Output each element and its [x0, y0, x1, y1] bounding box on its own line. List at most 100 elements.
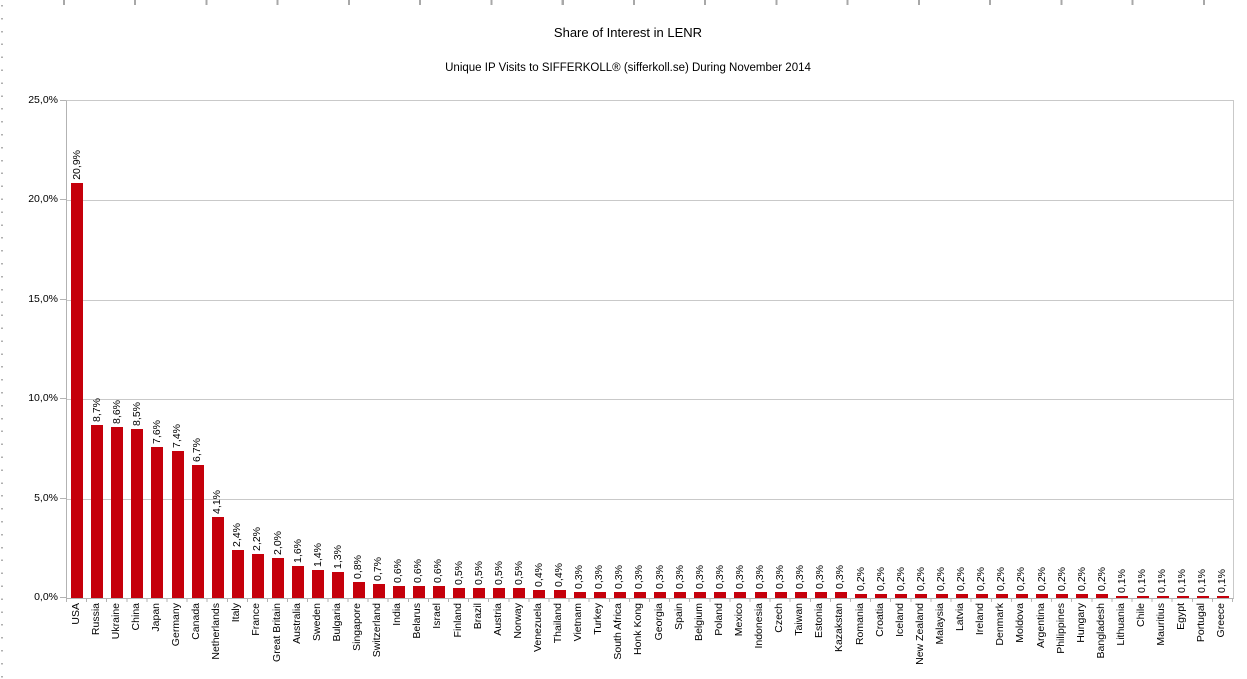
bar-value-label: 0,3% — [754, 565, 767, 590]
y-tick-mark — [60, 199, 66, 201]
bar — [774, 592, 787, 598]
category-label: Great Britain — [270, 603, 283, 662]
bar — [453, 588, 466, 598]
bar-value-label: 0,2% — [1015, 567, 1028, 592]
y-tick-label: 20,0% — [28, 193, 58, 206]
bar-value-label: 0,3% — [814, 565, 827, 590]
chart-title: Share of Interest in LENR — [553, 25, 703, 40]
bar-value-label: 0,7% — [372, 557, 385, 582]
category-label: Mauritius — [1155, 603, 1168, 646]
bar — [171, 450, 184, 598]
bar — [473, 588, 486, 598]
category-label: Norway — [511, 603, 524, 639]
bar — [352, 582, 365, 598]
bar — [1216, 596, 1229, 598]
y-tick-mark — [60, 497, 66, 499]
bar — [875, 594, 888, 598]
bar — [1036, 594, 1049, 598]
category-label: Croatia — [873, 603, 886, 637]
category-label: Latvia — [954, 603, 967, 632]
bar-value-label: 0,1% — [1156, 569, 1169, 594]
bar-value-label: 0,3% — [774, 565, 787, 590]
y-tick-mark — [60, 398, 66, 400]
category-label: Belarus — [411, 603, 424, 639]
bar — [654, 592, 667, 598]
category-label: Mexico — [732, 603, 745, 637]
bar — [412, 586, 425, 598]
bar-value-label: 0,2% — [1095, 567, 1108, 592]
bar — [191, 464, 204, 598]
bar — [312, 570, 325, 598]
gridline — [67, 399, 1233, 401]
category-label: Lithuania — [1114, 603, 1127, 646]
bar-value-label: 0,1% — [1176, 569, 1189, 594]
bar-value-label: 6,7% — [191, 437, 204, 462]
bar — [131, 429, 144, 598]
category-label: Malaysia — [934, 603, 946, 645]
bar-value-label: 0,6% — [432, 559, 445, 584]
bar-value-label: 1,6% — [291, 539, 304, 564]
bar — [633, 592, 646, 598]
bar — [493, 588, 506, 598]
bar-value-label: 1,4% — [311, 543, 324, 568]
bar-value-label: 20,9% — [70, 149, 83, 180]
category-label: Singapore — [351, 603, 363, 651]
bar — [855, 594, 868, 598]
bar — [814, 592, 827, 598]
category-label: Georgia — [652, 603, 665, 641]
bar — [211, 516, 224, 598]
bar-value-label: 0,5% — [492, 561, 505, 586]
category-label: Bangladesh — [1094, 603, 1107, 659]
category-label: Spain — [672, 603, 685, 630]
bar-value-label: 0,1% — [1196, 569, 1209, 594]
category-label: Philippines — [1054, 603, 1067, 654]
bar-value-label: 0,1% — [1216, 569, 1229, 594]
bar-value-label: 2,0% — [271, 531, 284, 556]
bar — [1176, 596, 1189, 598]
category-label: USA — [69, 603, 82, 625]
category-label: Australia — [290, 603, 303, 644]
bar-value-label: 0,3% — [653, 565, 666, 590]
y-tick-label: 0,0% — [34, 591, 58, 603]
bar — [372, 584, 385, 598]
bar — [895, 594, 908, 598]
category-label: South Africa — [612, 603, 625, 660]
category-label: Ukraine — [109, 603, 122, 640]
left-edge-ruler-ticks — [1, 5, 3, 679]
bar — [714, 592, 727, 598]
top-edge-ruler-ticks — [63, 0, 1247, 5]
bar — [292, 566, 305, 598]
category-label: Hungary — [1074, 603, 1087, 643]
bar-value-label: 8,7% — [90, 398, 103, 423]
bar — [533, 590, 546, 598]
category-label: Greece — [1215, 603, 1228, 638]
bar — [1076, 594, 1089, 598]
category-label: New Zealand — [913, 603, 926, 665]
category-label: Sweden — [310, 603, 323, 641]
bar-value-label: 0,2% — [995, 567, 1008, 592]
category-label: Egypt — [1175, 603, 1188, 630]
bar-value-label: 7,6% — [150, 419, 163, 444]
bar — [573, 592, 586, 598]
bar-value-label: 0,3% — [733, 565, 746, 590]
bar — [1196, 596, 1209, 598]
bar — [392, 586, 405, 598]
bar — [553, 590, 566, 598]
category-label: Moldova — [1014, 603, 1027, 643]
bar — [694, 592, 707, 598]
category-label: Venezuela — [531, 603, 544, 653]
bar — [513, 588, 526, 598]
bar-value-label: 0,3% — [593, 565, 606, 590]
chart-subtitle: Unique IP Visits to SIFFERKOLL® (sifferk… — [445, 62, 811, 74]
bar-value-label: 0,3% — [794, 565, 807, 590]
category-label: India — [391, 603, 404, 626]
bar-value-label: 0,3% — [633, 565, 646, 590]
category-label: Bulgaria — [330, 603, 343, 642]
bar-value-label: 0,5% — [512, 561, 525, 586]
category-label: Finland — [451, 603, 464, 638]
bar-value-label: 0,2% — [1035, 567, 1048, 592]
category-label: Honk Kong — [632, 603, 645, 655]
bar-value-label: 0,3% — [613, 565, 626, 590]
bar-value-label: 0,1% — [1115, 569, 1128, 594]
category-label: Brazil — [471, 603, 484, 630]
